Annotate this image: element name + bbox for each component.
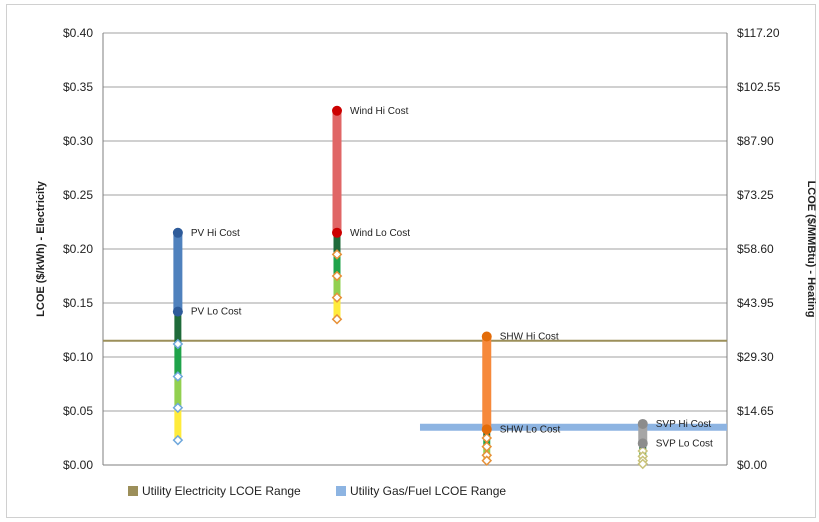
step-marker	[331, 270, 343, 282]
right-tick-label: $0.00	[737, 458, 767, 472]
hi-cost-label: SHW Hi Cost	[500, 331, 559, 342]
right-tick-label: $58.60	[737, 242, 774, 256]
left-tick-label: $0.40	[63, 26, 93, 40]
left-tick-label: $0.25	[63, 188, 93, 202]
technology-range: PV Hi Cost PV Lo Cost	[172, 227, 242, 446]
hi-cost-dot	[172, 227, 183, 238]
chart-frame	[6, 4, 816, 518]
step-marker	[172, 371, 184, 382]
lo-cost-dot	[481, 424, 492, 435]
reference-ranges	[103, 339, 727, 431]
legend-label: Utility Electricity LCOE Range	[142, 484, 301, 498]
hi-cost-dot	[332, 105, 342, 116]
grid-lines	[102, 32, 728, 466]
step-marker	[331, 313, 343, 325]
right-tick-label: $87.90	[737, 134, 774, 148]
technology-ranges: PV Hi Cost PV Lo Cost Wind Hi Cost Wind Lo …	[172, 105, 713, 470]
left-tick-label: $0.10	[63, 350, 93, 364]
left-axis-title: LCOE ($/kWh) - Electricity	[35, 180, 47, 317]
left-tick-label: $0.20	[63, 242, 93, 256]
right-axis-ticks: $0.00 $14.65 $29.30 $43.95 $58.60 $73.25 $87.9…	[737, 26, 781, 472]
right-tick-label: $73.25	[737, 188, 774, 202]
left-axis-ticks: $0.00 $0.05 $0.10 $0.15 $0.20 $0.25 $0.30 $0.35…	[63, 26, 93, 472]
lo-cost-dot	[172, 306, 183, 317]
hi-cost-dot	[637, 418, 648, 429]
lo-cost-dot	[637, 438, 648, 449]
step-marker	[331, 249, 343, 260]
hi-cost-label: Wind Hi Cost	[350, 106, 409, 117]
step-marker	[481, 449, 493, 461]
right-tick-label: $29.30	[737, 350, 774, 364]
left-tick-label: $0.05	[63, 404, 93, 418]
technology-range: Wind Hi Cost Wind Lo Cost	[331, 105, 410, 325]
step-marker	[637, 445, 649, 457]
step-marker	[637, 458, 649, 470]
step-marker	[481, 441, 493, 452]
right-tick-label: $14.65	[737, 404, 774, 418]
step-marker	[172, 402, 184, 414]
hi-cost-dot	[481, 331, 492, 342]
right-tick-label: $43.95	[737, 296, 774, 310]
lo-cost-dot	[332, 227, 342, 238]
lo-cost-label: Wind Lo Cost	[350, 228, 410, 239]
right-axis-title: LCOE ($/MMBtu) - Heating	[805, 181, 817, 318]
lo-cost-label: PV Lo Cost	[191, 307, 242, 318]
step-marker	[481, 455, 493, 466]
right-tick-label: $102.55	[737, 80, 781, 94]
lo-cost-label: SHW Lo Cost	[500, 424, 561, 435]
lo-cost-label: SVP Lo Cost	[656, 438, 713, 449]
technology-range: SVP Hi Cost SVP Lo Cost	[637, 418, 713, 470]
legend: Utility Electricity LCOE Range Utility Ga…	[128, 484, 506, 498]
step-marker	[172, 434, 184, 446]
hi-cost-label: SVP Hi Cost	[656, 419, 712, 430]
step-marker	[172, 338, 184, 350]
hi-cost-label: PV Hi Cost	[191, 228, 240, 239]
legend-label: Utility Gas/Fuel LCOE Range	[350, 484, 506, 498]
legend-swatch	[336, 486, 346, 496]
left-tick-label: $0.35	[63, 80, 93, 94]
legend-swatch	[128, 486, 138, 496]
right-tick-label: $117.20	[737, 26, 780, 40]
left-tick-label: $0.00	[63, 458, 93, 472]
step-marker	[331, 292, 343, 303]
left-tick-label: $0.15	[63, 296, 93, 310]
technology-range: SHW Hi Cost SHW Lo Cost	[481, 331, 561, 466]
step-marker	[481, 432, 493, 444]
left-tick-label: $0.30	[63, 134, 93, 148]
